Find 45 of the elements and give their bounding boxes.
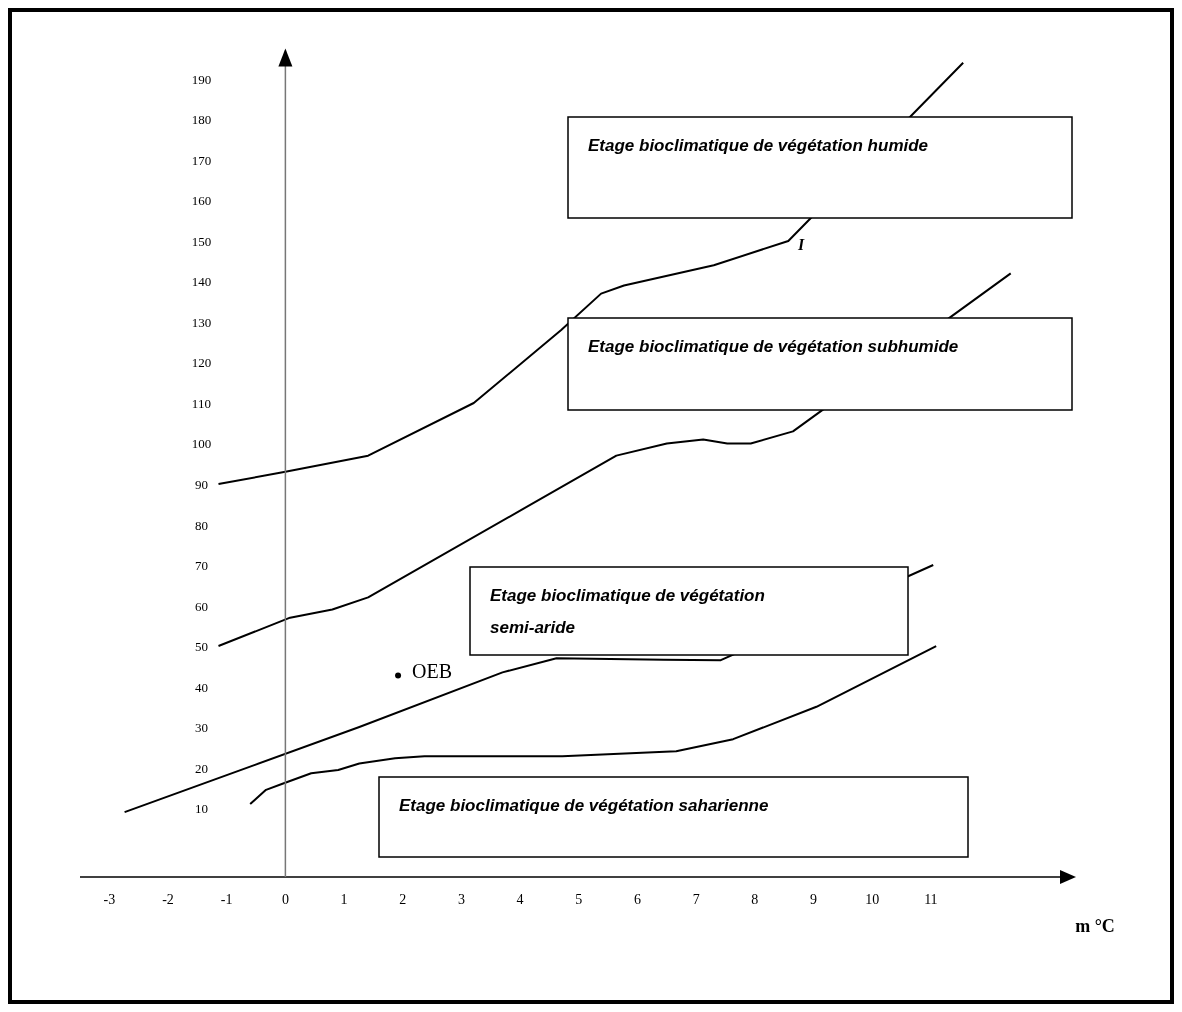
x-tick-label: 5 [575,891,583,907]
text-box: Etage bioclimatique de végétation subhumide [567,317,1073,411]
y-tick-label: 190 [191,71,212,87]
x-tick-label: -3 [103,891,116,907]
x-tick-label: 8 [751,891,759,907]
x-tick-label: 1 [340,891,348,907]
x-tick-label: -1 [220,891,233,907]
y-tick-label: 50 [194,639,208,655]
x-tick-label: 6 [633,891,641,907]
y-tick-label: 30 [194,720,208,736]
x-tick-label: 0 [281,891,289,907]
y-tick-label: 20 [194,760,208,776]
y-tick-label: 40 [194,679,208,695]
y-tick-label: 120 [191,355,212,371]
text-box: Etage bioclimatique de végétation saharienne [378,776,969,858]
x-tick-label: 11 [924,891,938,907]
x-axis-title: m °C [1075,915,1115,936]
y-tick-label: 150 [191,233,212,249]
annotation: Etage bioclimatique de végétation humide [588,136,929,155]
annotation: Etage bioclimatique de végétation semi-aride [490,586,765,637]
text-box: Etage bioclimatique de végétation semi-aride [469,566,909,656]
x-tick-label: 4 [516,891,524,907]
y-tick-label: 130 [191,314,212,330]
y-tick-label: 140 [191,274,212,290]
y-tick-label: 180 [191,112,212,128]
y-tick-label: 80 [194,517,208,533]
x-tick-label: 10 [865,891,880,907]
y-tick-label: 70 [194,558,208,574]
annotation: I [797,236,805,253]
x-tick-label: 3 [457,891,465,907]
x-tick-label: 2 [399,891,407,907]
x-tick-label: 9 [810,891,818,907]
annotation: Etage bioclimatique de végétation saharienne [399,796,769,815]
y-tick-label: 60 [194,598,208,614]
annotation: Etage bioclimatique de végétation subhumide [588,337,959,356]
series-label: OEB [412,659,453,682]
y-tick-label: 170 [191,152,212,168]
y-tick-label: 10 [194,801,208,817]
y-tick-label: 100 [191,436,212,452]
text-box: Etage bioclimatique de végétation humide [567,116,1073,219]
y-tick-label: 110 [191,395,211,411]
y-tick-label: 90 [194,477,208,492]
y-tick-label: 160 [191,193,212,209]
x-tick-label: -2 [162,891,174,907]
x-tick-label: 7 [692,891,700,907]
